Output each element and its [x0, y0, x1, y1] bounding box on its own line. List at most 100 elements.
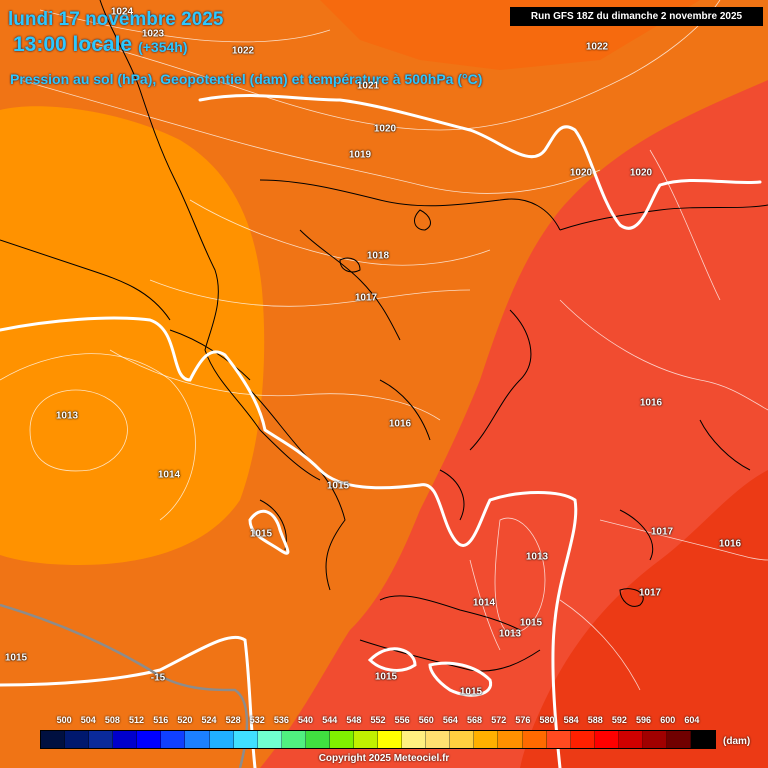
local-time: 13:00 locale — [13, 33, 133, 56]
pressure-label: 1017 — [354, 292, 378, 304]
legend-color-cell — [161, 731, 186, 748]
isotherm-label: -15 — [150, 672, 166, 684]
forecast-time: 13:00 locale (+354h) — [13, 33, 188, 57]
copyright-text: Copyright 2025 Meteociel.fr — [318, 753, 450, 764]
legend-value-label: 520 — [177, 715, 193, 725]
legend-value-label: 588 — [587, 715, 603, 725]
legend-value-label: 536 — [273, 715, 289, 725]
legend-color-cell — [522, 731, 547, 748]
legend-value-label: 604 — [684, 715, 700, 725]
pressure-label: 1024 — [110, 6, 134, 18]
pressure-label: 1015 — [326, 480, 350, 492]
pressure-label: 1015 — [249, 528, 273, 540]
legend-color-cell — [667, 731, 692, 748]
pressure-label: 1013 — [525, 551, 549, 563]
pressure-label: 1014 — [472, 597, 496, 609]
legend-color-cell — [209, 731, 234, 748]
legend-color-cell — [137, 731, 162, 748]
legend-value-labels: 500 504 508 512 516 520 524 528 532 536 540 544 548 5… — [40, 715, 716, 727]
legend-color-cell — [329, 731, 355, 748]
geopotential-color-legend — [40, 730, 716, 749]
pressure-label: 1019 — [348, 149, 372, 161]
legend-color-cell — [546, 731, 571, 748]
legend-value-label: 596 — [636, 715, 652, 725]
lead-time: (+354h) — [138, 39, 188, 55]
legend-value-label: 556 — [394, 715, 410, 725]
legend-value-label: 500 — [56, 715, 72, 725]
legend-value-label: 528 — [225, 715, 241, 725]
legend-color-cell — [41, 731, 66, 748]
map-subtitle: Pression au sol (hPa), Geopotentiel (dam… — [10, 71, 483, 87]
forecast-date: lundi 17 novembre 2025 — [8, 9, 224, 30]
legend-color-cell — [305, 731, 330, 748]
legend-value-label: 580 — [539, 715, 555, 725]
pressure-label: 1020 — [629, 167, 653, 179]
legend-value-label: 508 — [104, 715, 120, 725]
pressure-label: 1015 — [4, 652, 28, 664]
legend-color-cell — [570, 731, 595, 748]
legend-color-cell — [257, 731, 282, 748]
legend-value-label: 584 — [563, 715, 579, 725]
pressure-label: 1017 — [638, 587, 662, 599]
pressure-label: 1022 — [231, 45, 255, 57]
legend-color-cell — [426, 731, 451, 748]
legend-value-label: 592 — [611, 715, 627, 725]
legend-unit: (dam) — [723, 736, 751, 747]
band-580-southeast — [520, 470, 768, 768]
legend-value-label: 504 — [80, 715, 96, 725]
pressure-label: 1016 — [388, 418, 412, 430]
legend-color-cell — [354, 731, 379, 748]
legend-value-label: 516 — [153, 715, 169, 725]
pressure-label: 1023 — [141, 28, 165, 40]
pressure-label: 1016 — [639, 397, 663, 409]
pressure-label: 1016 — [718, 538, 742, 550]
legend-color-cell — [281, 731, 306, 748]
legend-color-cell — [498, 731, 523, 748]
legend-color-cell — [450, 731, 475, 748]
band-568-west — [0, 106, 265, 565]
legend-value-label: 564 — [442, 715, 458, 725]
legend-color-cell — [642, 731, 668, 748]
pressure-label: 1015 — [459, 686, 483, 698]
legend-value-label: 560 — [418, 715, 434, 725]
pressure-label: 1018 — [366, 250, 390, 262]
legend-value-label: 576 — [515, 715, 531, 725]
isotherm-minus-15 — [0, 603, 249, 768]
pressure-label: 1014 — [157, 469, 181, 481]
pressure-label: 1020 — [373, 123, 397, 135]
pressure-label: 1015 — [519, 617, 543, 629]
legend-value-label: 544 — [322, 715, 338, 725]
legend-color-cell — [113, 731, 138, 748]
pressure-label: 1017 — [650, 526, 674, 538]
legend-color-cell — [402, 731, 427, 748]
legend-color-cell — [185, 731, 210, 748]
legend-value-label: 540 — [298, 715, 314, 725]
pressure-label: 1015 — [374, 671, 398, 683]
legend-value-label: 524 — [201, 715, 217, 725]
legend-color-cell — [65, 731, 90, 748]
legend-value-label: 512 — [129, 715, 145, 725]
legend-color-cell — [691, 731, 716, 748]
legend-color-cell — [378, 731, 403, 748]
legend-color-cell — [618, 731, 643, 748]
legend-value-label: 572 — [491, 715, 507, 725]
legend-value-label: 532 — [249, 715, 265, 725]
legend-value-label: 600 — [660, 715, 676, 725]
legend-color-cell — [594, 731, 619, 748]
legend-color-cell — [233, 731, 258, 748]
legend-value-label: 568 — [467, 715, 483, 725]
legend-color-cell — [474, 731, 499, 748]
main-isobars — [0, 94, 762, 768]
pressure-label: 1021 — [356, 80, 380, 92]
pressure-label: 1020 — [569, 167, 593, 179]
legend-value-label: 552 — [370, 715, 386, 725]
pressure-label: 1013 — [55, 410, 79, 422]
run-info-badge: Run GFS 18Z du dimanche 2 novembre 2025 — [510, 7, 763, 26]
pressure-label: 1022 — [585, 41, 609, 53]
legend-value-label: 548 — [346, 715, 362, 725]
isobars — [0, 0, 768, 691]
pressure-label: 1013 — [498, 628, 522, 640]
legend-color-cell — [89, 731, 114, 748]
